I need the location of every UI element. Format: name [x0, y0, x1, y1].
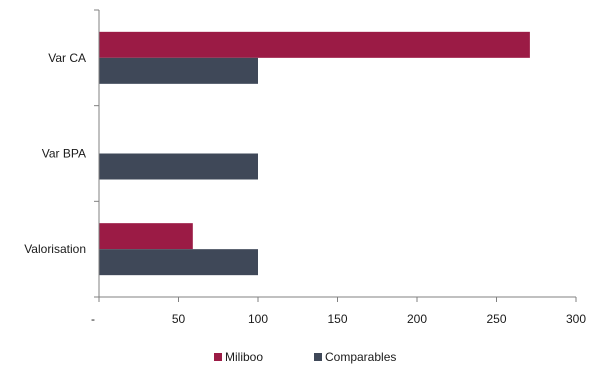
legend: Miliboo Comparables — [0, 350, 597, 366]
legend-swatch-miliboo — [214, 353, 222, 361]
x-tick-label: 150 — [327, 312, 347, 326]
x-tick-label: 100 — [248, 312, 268, 326]
legend-item-comparables: Comparables — [314, 350, 396, 364]
bar-miliboo-var-ca — [99, 31, 530, 58]
bar-comparables-var-ca — [99, 57, 258, 84]
bar-comparables-var-bpa — [99, 153, 258, 180]
y-tick-label-var-ca: Var CA — [48, 51, 86, 65]
x-tick-label: 250 — [486, 312, 506, 326]
x-tick-label: 200 — [407, 312, 427, 326]
x-tick-label: 50 — [172, 312, 186, 326]
bar-comparables-valorisation — [99, 249, 258, 276]
legend-item-miliboo: Miliboo — [214, 350, 263, 364]
bar-miliboo-valorisation — [99, 223, 193, 250]
legend-label-miliboo: Miliboo — [225, 350, 264, 364]
y-tick-label-var-bpa: Var BPA — [42, 147, 86, 161]
x-tick-label: 300 — [566, 312, 586, 326]
y-tick-label-valorisation: Valorisation — [24, 242, 86, 256]
legend-swatch-comparables — [314, 353, 322, 361]
x-tick-label: - — [91, 312, 95, 326]
legend-label-comparables: Comparables — [325, 350, 397, 364]
